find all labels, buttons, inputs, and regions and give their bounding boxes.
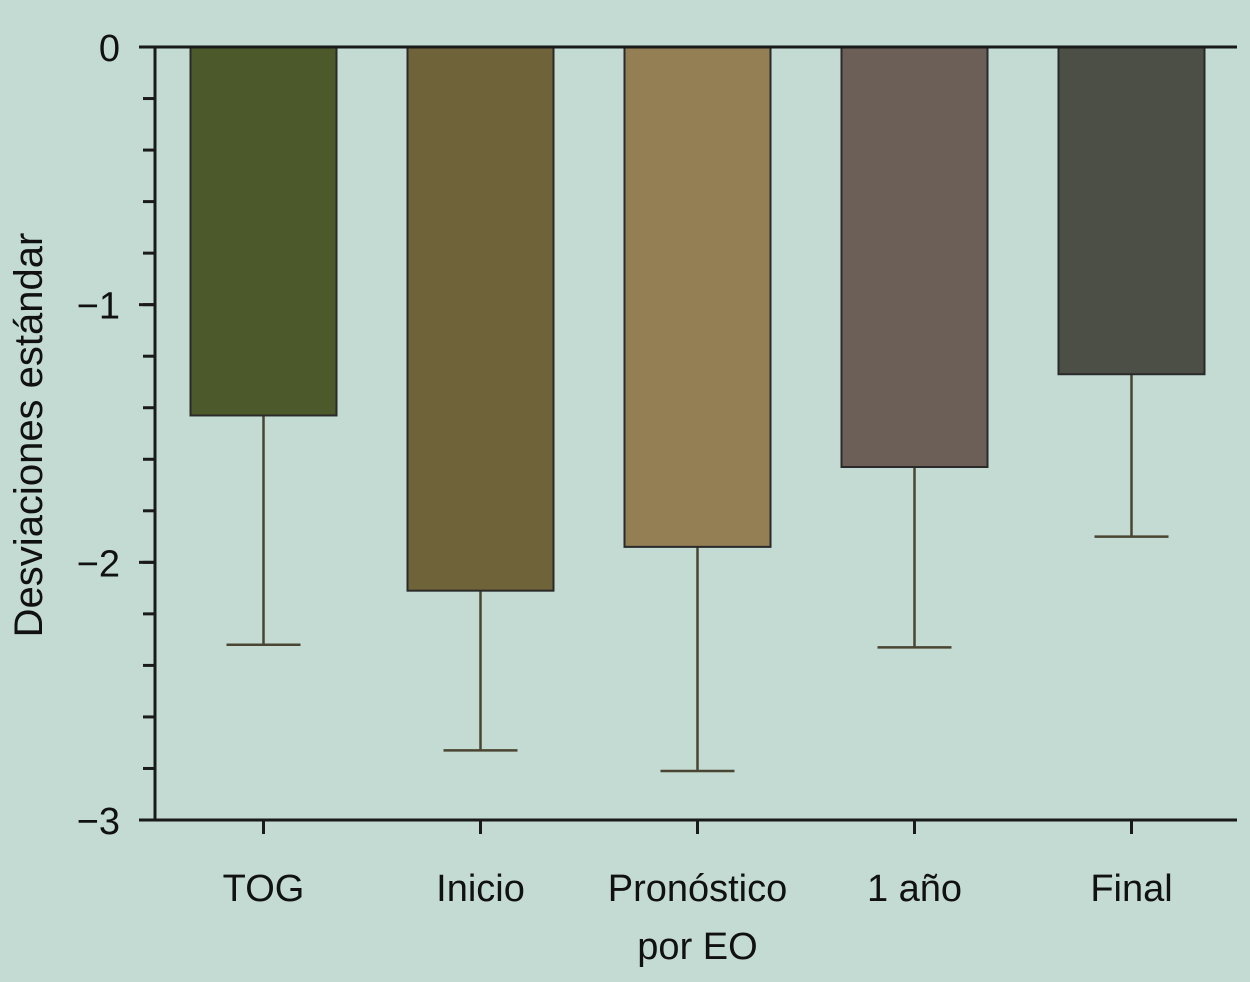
x-tick-label-3: 1 año (867, 868, 962, 910)
x-tick-label-1: Inicio (436, 868, 525, 910)
bar-2 (623, 46, 772, 548)
bar-1 (406, 46, 555, 592)
bar-0 (189, 46, 338, 417)
y-tick-label-0: 0 (99, 28, 120, 70)
plot-area: 0 −1 −2 −3 TOG Inicio Pronóstico por EO 1 año Fin… (77, 28, 1237, 968)
y-tick-label-3: −3 (77, 801, 120, 843)
y-tick-label-2: −2 (77, 543, 120, 585)
bar-4 (1057, 46, 1206, 376)
x-tick-label-2: Pronóstico por EO (608, 868, 788, 968)
bar-3 (840, 46, 989, 468)
x-tick-label-4: Final (1090, 868, 1172, 910)
x-tick-label-0: TOG (223, 868, 305, 910)
y-tick-label-1: −1 (77, 286, 120, 328)
y-axis-title: Desviaciones estándar (7, 233, 51, 638)
